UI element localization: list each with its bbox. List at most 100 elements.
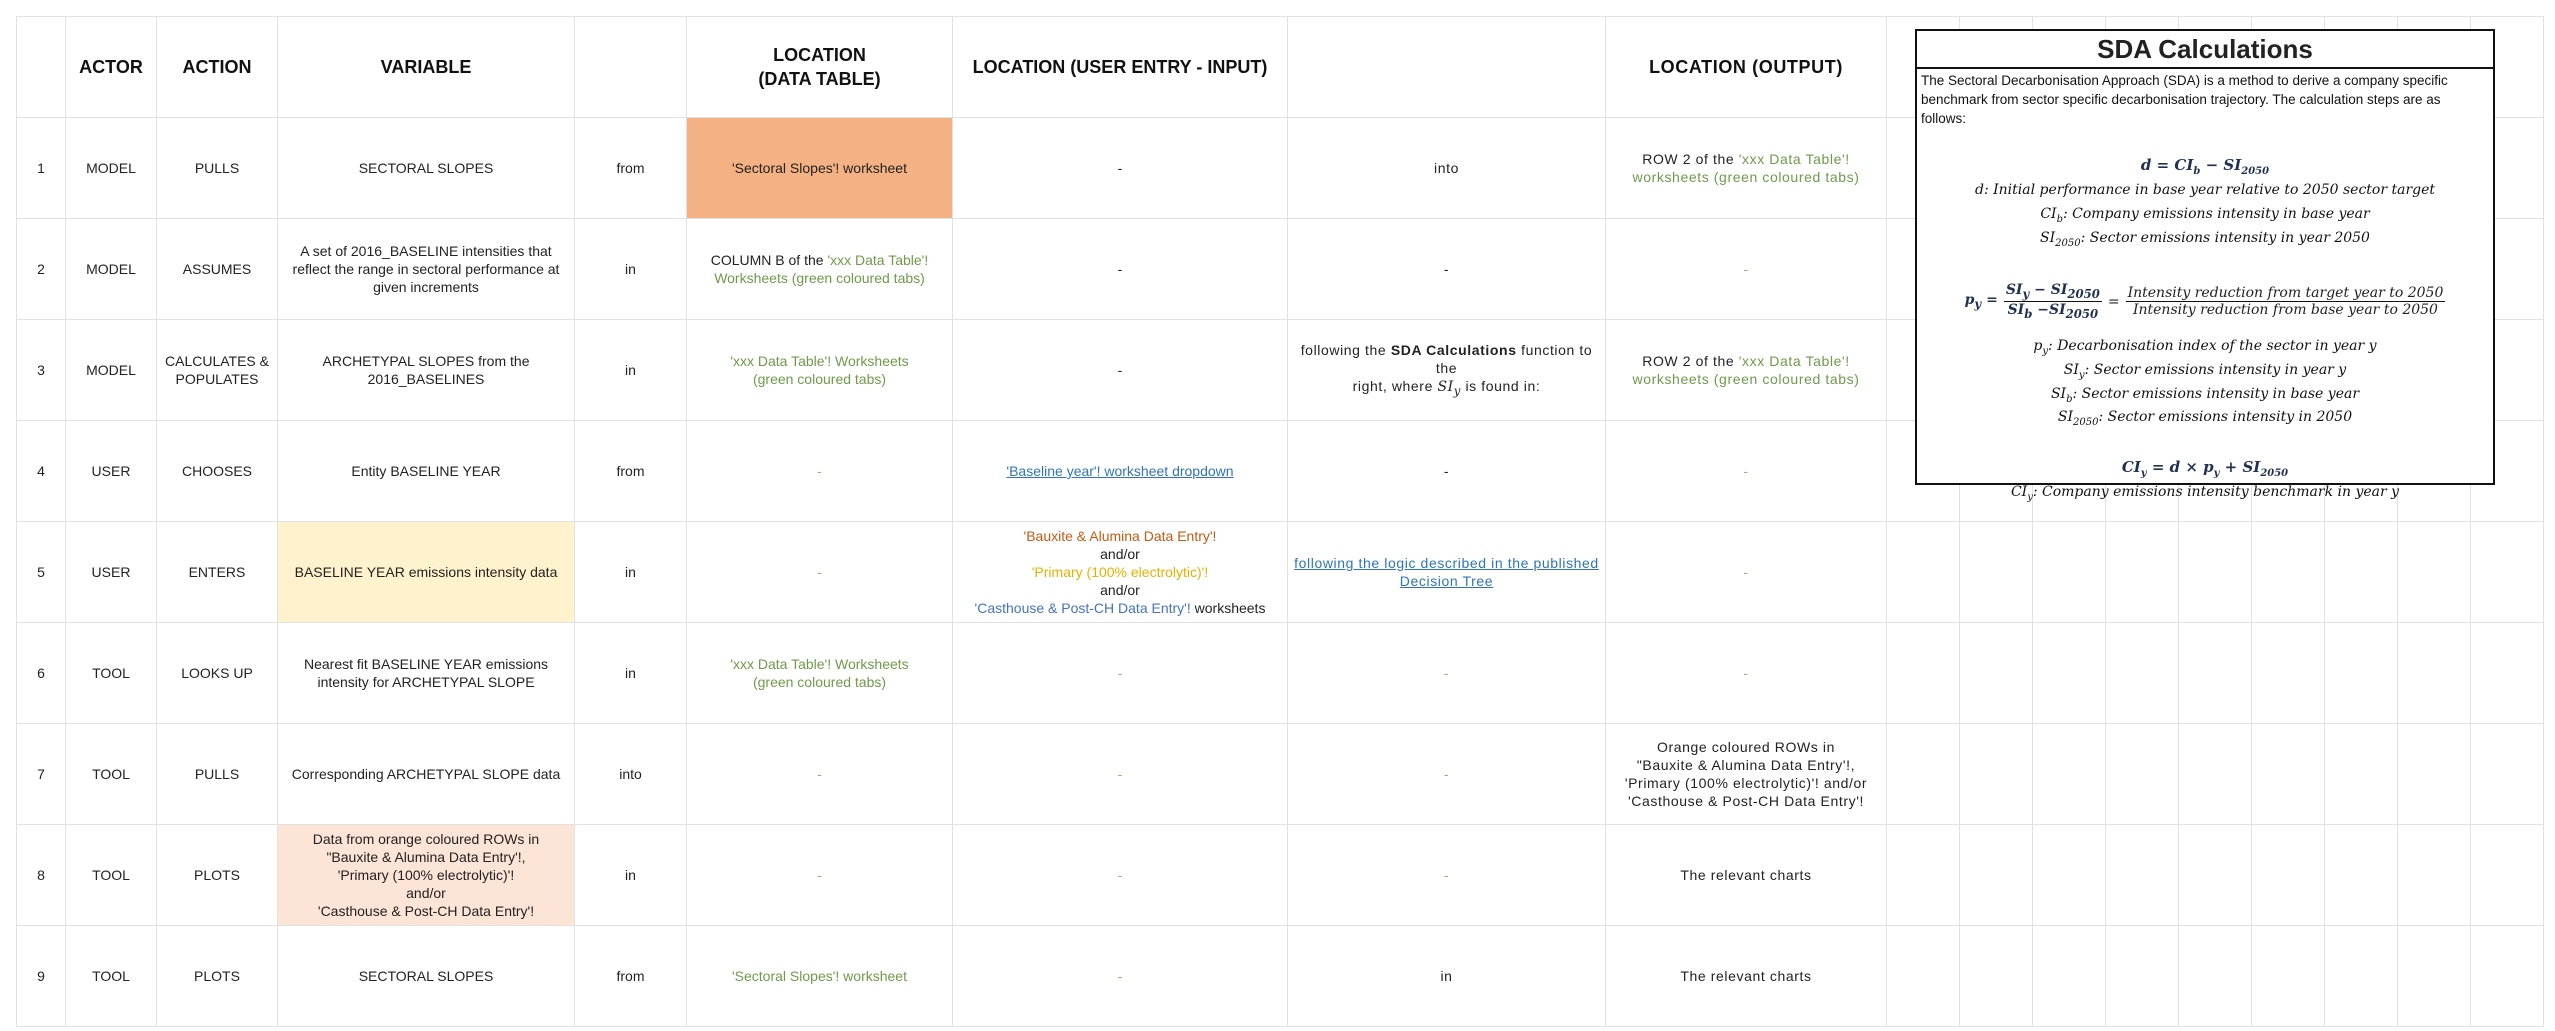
cell-connector[interactable]: -	[1287, 723, 1606, 825]
cell-row-number[interactable]: 2	[16, 218, 66, 320]
header-row-number[interactable]	[16, 16, 66, 118]
header-location-data-table[interactable]: LOCATION (DATA TABLE)	[686, 16, 953, 118]
cell-actor[interactable]: USER	[65, 521, 157, 623]
cell-empty[interactable]	[2470, 723, 2544, 825]
cell-location-output[interactable]: -	[1605, 521, 1887, 623]
cell-empty[interactable]	[1959, 622, 2033, 724]
cell-location-output[interactable]: The relevant charts	[1605, 925, 1887, 1027]
cell-location-user-input[interactable]: -	[952, 723, 1288, 825]
cell-connector[interactable]: into	[1287, 117, 1606, 219]
cell-action[interactable]: ASSUMES	[156, 218, 278, 320]
cell-location-user-input[interactable]: -	[952, 622, 1288, 724]
cell-empty[interactable]	[1959, 521, 2033, 623]
cell-location-user-input[interactable]: 'Baseline year'! worksheet dropdown	[952, 420, 1288, 522]
cell-empty[interactable]	[1886, 723, 1960, 825]
cell-preposition[interactable]: from	[574, 925, 687, 1027]
cell-connector[interactable]: following the SDA Calculations function …	[1287, 319, 1606, 421]
cell-actor[interactable]: USER	[65, 420, 157, 522]
header-location-user-input[interactable]: LOCATION (USER ENTRY - INPUT)	[952, 16, 1288, 118]
cell-row-number[interactable]: 9	[16, 925, 66, 1027]
cell-empty[interactable]	[2251, 622, 2325, 724]
cell-empty[interactable]	[2032, 723, 2106, 825]
cell-empty[interactable]	[2251, 925, 2325, 1027]
cell-empty[interactable]	[2105, 824, 2179, 926]
cell-empty[interactable]	[2105, 521, 2179, 623]
cell-location-output[interactable]: The relevant charts	[1605, 824, 1887, 926]
cell-preposition[interactable]: in	[574, 521, 687, 623]
cell-empty[interactable]	[2032, 622, 2106, 724]
header-actor[interactable]: ACTOR	[65, 16, 157, 118]
cell-actor[interactable]: MODEL	[65, 218, 157, 320]
cell-location-data-table[interactable]: 'Sectoral Slopes'! worksheet	[686, 925, 953, 1027]
header-connector[interactable]	[1287, 16, 1606, 118]
cell-location-data-table[interactable]: -	[686, 824, 953, 926]
cell-connector[interactable]: -	[1287, 824, 1606, 926]
cell-empty[interactable]	[1886, 521, 1960, 623]
cell-empty[interactable]	[2324, 824, 2398, 926]
cell-variable[interactable]: Entity BASELINE YEAR	[277, 420, 575, 522]
worksheet-link[interactable]: 'Baseline year'! worksheet dropdown	[1006, 463, 1234, 479]
cell-empty[interactable]	[2397, 723, 2471, 825]
cell-action[interactable]: PLOTS	[156, 925, 278, 1027]
cell-location-output[interactable]: -	[1605, 622, 1887, 724]
cell-empty[interactable]	[2032, 521, 2106, 623]
cell-empty[interactable]	[1886, 824, 1960, 926]
cell-location-data-table[interactable]: 'xxx Data Table'! Worksheets (green colou…	[686, 622, 953, 724]
cell-action[interactable]: PULLS	[156, 723, 278, 825]
cell-empty[interactable]	[2178, 622, 2252, 724]
cell-action[interactable]: PULLS	[156, 117, 278, 219]
cell-row-number[interactable]: 4	[16, 420, 66, 522]
cell-preposition[interactable]: from	[574, 117, 687, 219]
cell-row-number[interactable]: 6	[16, 622, 66, 724]
cell-connector[interactable]: following the logic described in the pub…	[1287, 521, 1606, 623]
cell-location-output[interactable]: Orange coloured ROWs in "Bauxite & Alumin…	[1605, 723, 1887, 825]
cell-empty[interactable]	[2470, 824, 2544, 926]
cell-row-number[interactable]: 8	[16, 824, 66, 926]
header-location-output[interactable]: LOCATION (OUTPUT)	[1605, 16, 1887, 118]
cell-location-output[interactable]: ROW 2 of the 'xxx Data Table'! worksheets…	[1605, 117, 1887, 219]
cell-preposition[interactable]: in	[574, 218, 687, 320]
cell-actor[interactable]: MODEL	[65, 117, 157, 219]
cell-connector[interactable]: -	[1287, 622, 1606, 724]
cell-empty[interactable]	[2105, 622, 2179, 724]
cell-empty[interactable]	[2324, 521, 2398, 623]
cell-connector[interactable]: -	[1287, 218, 1606, 320]
cell-preposition[interactable]: in	[574, 622, 687, 724]
cell-empty[interactable]	[1959, 824, 2033, 926]
cell-empty[interactable]	[2397, 521, 2471, 623]
cell-location-output[interactable]: ROW 2 of the 'xxx Data Table'! worksheets…	[1605, 319, 1887, 421]
sda-calculations-box[interactable]: SDA Calculations The Sectoral Decarbonis…	[1915, 29, 2495, 503]
cell-variable[interactable]: SECTORAL SLOPES	[277, 117, 575, 219]
cell-variable[interactable]: A set of 2016_BASELINE intensities that r…	[277, 218, 575, 320]
cell-actor[interactable]: TOOL	[65, 925, 157, 1027]
cell-actor[interactable]: TOOL	[65, 622, 157, 724]
cell-empty[interactable]	[2105, 723, 2179, 825]
cell-row-number[interactable]: 7	[16, 723, 66, 825]
cell-location-data-table[interactable]: -	[686, 723, 953, 825]
cell-location-output[interactable]: -	[1605, 218, 1887, 320]
cell-variable[interactable]: Data from orange coloured ROWs in "Bauxit…	[277, 824, 575, 926]
cell-empty[interactable]	[2251, 521, 2325, 623]
cell-empty[interactable]	[2470, 521, 2544, 623]
cell-empty[interactable]	[2397, 925, 2471, 1027]
header-variable[interactable]: VARIABLE	[277, 16, 575, 118]
cell-empty[interactable]	[2470, 622, 2544, 724]
cell-connector[interactable]: in	[1287, 925, 1606, 1027]
cell-location-data-table[interactable]: -	[686, 521, 953, 623]
cell-empty[interactable]	[2324, 925, 2398, 1027]
cell-variable[interactable]: ARCHETYPAL SLOPES from the 2016_BASELINES	[277, 319, 575, 421]
cell-variable[interactable]: Nearest fit BASELINE YEAR emissions inten…	[277, 622, 575, 724]
cell-actor[interactable]: TOOL	[65, 723, 157, 825]
cell-location-user-input[interactable]: -	[952, 925, 1288, 1027]
cell-preposition[interactable]: in	[574, 319, 687, 421]
cell-location-user-input[interactable]: 'Bauxite & Alumina Data Entry'! and/or 'Pr…	[952, 521, 1288, 623]
cell-variable[interactable]: SECTORAL SLOPES	[277, 925, 575, 1027]
worksheet-link[interactable]: Decision Tree	[1399, 573, 1494, 589]
cell-empty[interactable]	[2470, 925, 2544, 1027]
cell-location-data-table[interactable]: 'xxx Data Table'! Worksheets (green colou…	[686, 319, 953, 421]
cell-location-data-table[interactable]: 'Sectoral Slopes'! worksheet	[686, 117, 953, 219]
cell-empty[interactable]	[2178, 521, 2252, 623]
cell-row-number[interactable]: 3	[16, 319, 66, 421]
cell-empty[interactable]	[2105, 925, 2179, 1027]
cell-location-user-input[interactable]: -	[952, 824, 1288, 926]
